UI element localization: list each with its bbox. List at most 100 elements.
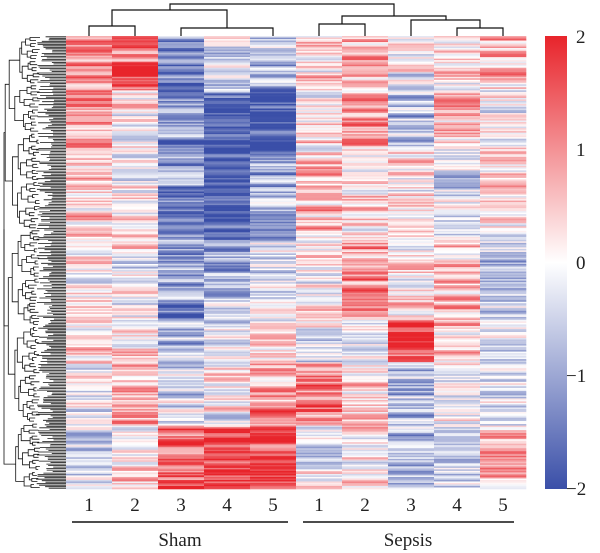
heatmap-cell [66, 316, 113, 319]
heatmap-cell [342, 168, 389, 171]
heatmap-cell [434, 357, 481, 360]
heatmap-cell [112, 36, 159, 38]
heatmap-cell [342, 267, 389, 269]
heatmap-cell [480, 259, 527, 262]
heatmap-cell [204, 408, 251, 411]
heatmap-cell [388, 242, 435, 245]
heatmap-cell [434, 282, 481, 284]
heatmap-cell [296, 298, 343, 301]
heatmap-cell [342, 159, 389, 162]
heatmap-cell [480, 325, 527, 328]
heatmap-cell [434, 319, 481, 322]
heatmap-cell [158, 307, 205, 310]
heatmap-cell [480, 300, 527, 303]
heatmap-cell [480, 218, 527, 221]
heatmap-cell [250, 472, 297, 475]
heatmap-cell [158, 236, 205, 239]
heatmap-cell [296, 247, 343, 250]
heatmap-cell [342, 411, 389, 414]
heatmap-cell [158, 265, 205, 268]
heatmap-cell [480, 481, 527, 484]
heatmap-cell [296, 188, 343, 191]
heatmap-cell [480, 375, 527, 378]
heatmap-cell [204, 260, 251, 263]
heatmap-cell [434, 458, 481, 461]
heatmap-cell [480, 119, 527, 121]
heatmap-cell [158, 162, 205, 165]
heatmap-cell [204, 274, 251, 277]
heatmap-cell [250, 484, 297, 487]
heatmap-cell [388, 342, 435, 345]
heatmap-cell [342, 309, 389, 312]
heatmap-cell [434, 304, 481, 307]
heatmap-cell [296, 273, 343, 275]
heatmap-cell [204, 194, 251, 197]
heatmap-cell [112, 322, 159, 325]
heatmap-cell [158, 58, 205, 61]
heatmap-cell [112, 63, 159, 65]
heatmap-cell [480, 149, 527, 152]
heatmap-cell [112, 76, 159, 79]
heatmap-cell [112, 215, 159, 218]
heatmap-cell [480, 339, 527, 342]
heatmap-cell [388, 348, 435, 351]
heatmap-cell [480, 291, 527, 293]
heatmap-cell [388, 336, 435, 339]
heatmap-cell [296, 289, 343, 292]
heatmap-cell [434, 310, 481, 313]
heatmap-cell [112, 72, 159, 75]
heatmap-cell [250, 78, 297, 81]
heatmap-cell [204, 381, 251, 384]
heatmap-cell [296, 328, 343, 331]
heatmap-cell [342, 129, 389, 132]
heatmap-cell [296, 395, 343, 398]
heatmap-cell [434, 93, 481, 96]
heatmap-cell [342, 90, 389, 93]
heatmap-cell [434, 161, 481, 164]
heatmap-cell [434, 484, 481, 487]
heatmap-cell [342, 81, 389, 84]
heatmap-cell [342, 416, 389, 419]
heatmap-cell [342, 149, 389, 152]
heatmap-cell [250, 280, 297, 283]
heatmap-cell [434, 333, 481, 336]
heatmap-cell [112, 183, 159, 186]
heatmap-cell [434, 162, 481, 165]
heatmap-cell [296, 60, 343, 62]
heatmap-cell [434, 135, 481, 138]
heatmap-cell [204, 455, 251, 458]
heatmap-cell [250, 82, 297, 85]
heatmap-cell [480, 251, 527, 254]
heatmap-cell [296, 454, 343, 457]
heatmap-cell [158, 224, 205, 227]
heatmap-cell [296, 467, 343, 470]
heatmap-cell [204, 226, 251, 229]
column-labels: 1 2 3 4 5 1 2 3 4 5 [84, 495, 508, 516]
heatmap-cell [66, 336, 113, 339]
heatmap-cell [388, 428, 435, 431]
heatmap-cell [158, 354, 205, 357]
heatmap-cell [250, 259, 297, 262]
heatmap-cell [158, 90, 205, 93]
heatmap-cell [158, 463, 205, 466]
heatmap-cell [480, 363, 527, 366]
heatmap-cell [158, 351, 205, 354]
heatmap-cell [112, 218, 159, 221]
heatmap-cell [342, 274, 389, 277]
heatmap-cell [204, 105, 251, 108]
heatmap-cell [112, 226, 159, 229]
heatmap-cell [158, 73, 205, 76]
heatmap-cell [434, 431, 481, 434]
heatmap-cell [158, 137, 205, 139]
heatmap-cell [388, 430, 435, 432]
heatmap-cell [480, 342, 527, 345]
heatmap-cell [388, 100, 435, 103]
heatmap-cell [66, 51, 113, 53]
heatmap-cell [250, 378, 297, 381]
heatmap-cell [434, 214, 481, 216]
heatmap-cell [66, 366, 113, 369]
heatmap-cell [480, 469, 527, 472]
heatmap-cell [250, 360, 297, 363]
heatmap-cell [66, 165, 113, 168]
heatmap-cell [204, 248, 251, 251]
